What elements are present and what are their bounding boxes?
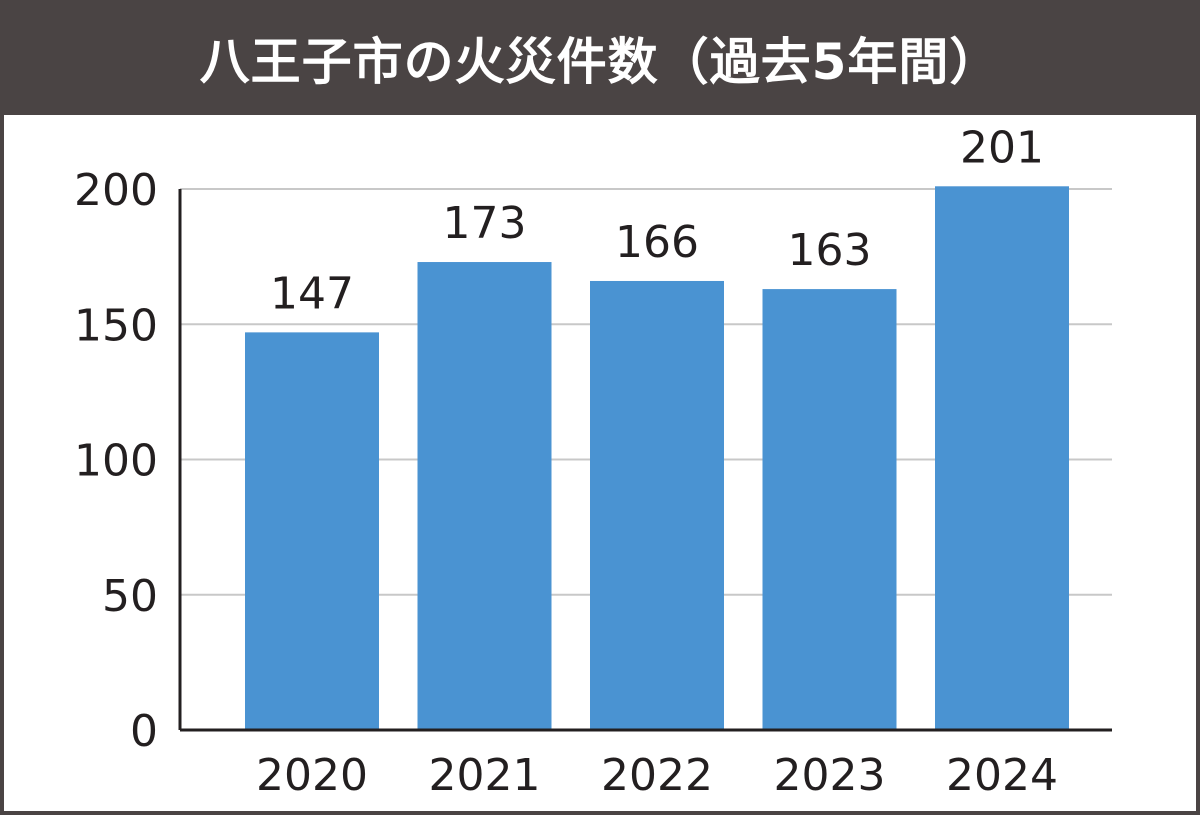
bar (590, 280, 724, 730)
x-tick-label: 2021 (429, 750, 541, 801)
data-label: 201 (960, 122, 1044, 173)
bar (762, 289, 897, 730)
x-tick-label: 2023 (774, 750, 886, 801)
title-bar: 八王子市の火災件数（過去5年間） (0, 0, 1200, 115)
bar (417, 262, 552, 730)
x-tick-label: 2022 (601, 750, 713, 801)
data-label: 163 (788, 225, 872, 276)
x-tick-label: 2024 (946, 750, 1058, 801)
x-tick-label: 2020 (256, 750, 368, 801)
y-tick-label: 150 (74, 300, 158, 351)
data-label: 173 (443, 198, 527, 249)
bar (245, 332, 379, 730)
data-label: 166 (615, 217, 699, 268)
y-tick-label: 0 (130, 706, 158, 757)
y-tick-label: 100 (74, 436, 158, 487)
data-label: 147 (270, 268, 354, 319)
bar (935, 186, 1069, 731)
chart-title: 八王子市の火災件数（過去5年間） (199, 32, 1001, 91)
y-tick-label: 200 (74, 165, 158, 216)
y-tick-label: 50 (102, 571, 158, 622)
